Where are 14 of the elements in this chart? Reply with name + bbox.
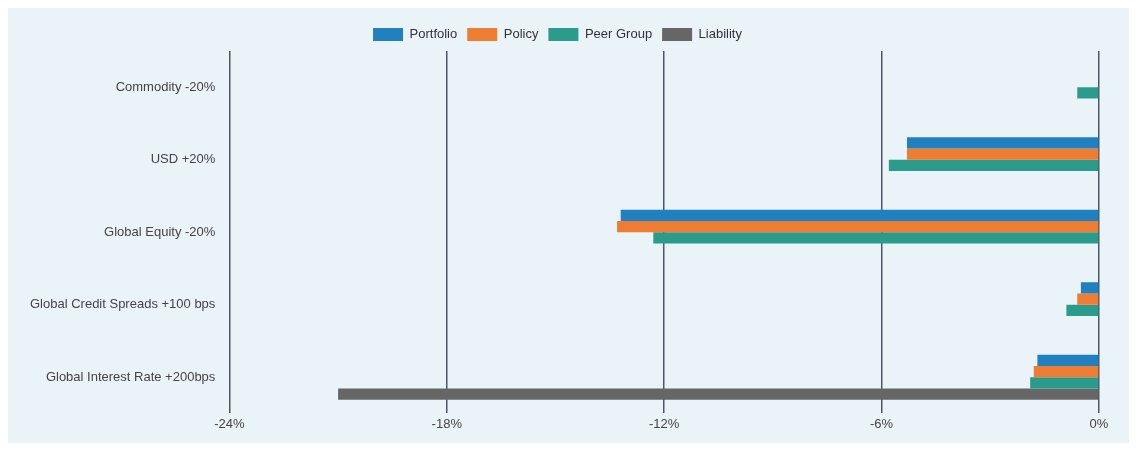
y-tick-label: Global Equity -20% <box>104 223 216 239</box>
legend-label: Peer Group <box>584 26 653 42</box>
y-tick-label: Global Interest Rate +200bps <box>45 368 216 384</box>
x-tick-label: -12% <box>649 415 680 431</box>
legend-label: Portfolio <box>409 26 458 42</box>
y-tick-label: Global Credit Spreads +100 bps <box>29 296 216 312</box>
legend-label: Policy <box>503 26 539 42</box>
x-tick-label: 0% <box>1089 415 1109 431</box>
legend-label: Liability <box>698 26 743 42</box>
x-tick-label: -24% <box>214 415 245 431</box>
y-tick-label: USD +20% <box>150 151 216 167</box>
y-tick-label: Commodity -20% <box>115 78 216 94</box>
x-tick-label: -6% <box>870 415 894 431</box>
x-tick-label: -18% <box>431 415 463 431</box>
